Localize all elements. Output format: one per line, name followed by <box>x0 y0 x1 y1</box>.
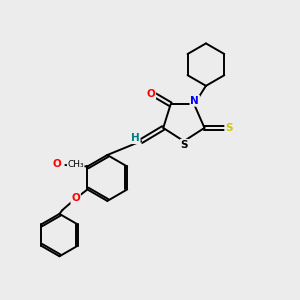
Text: S: S <box>225 123 233 133</box>
Text: N: N <box>190 96 199 106</box>
Text: CH₃: CH₃ <box>68 160 84 169</box>
Text: O: O <box>71 193 80 203</box>
Text: O: O <box>146 89 155 99</box>
Text: S: S <box>181 140 188 150</box>
Text: H: H <box>131 133 140 143</box>
Text: O: O <box>53 159 62 170</box>
